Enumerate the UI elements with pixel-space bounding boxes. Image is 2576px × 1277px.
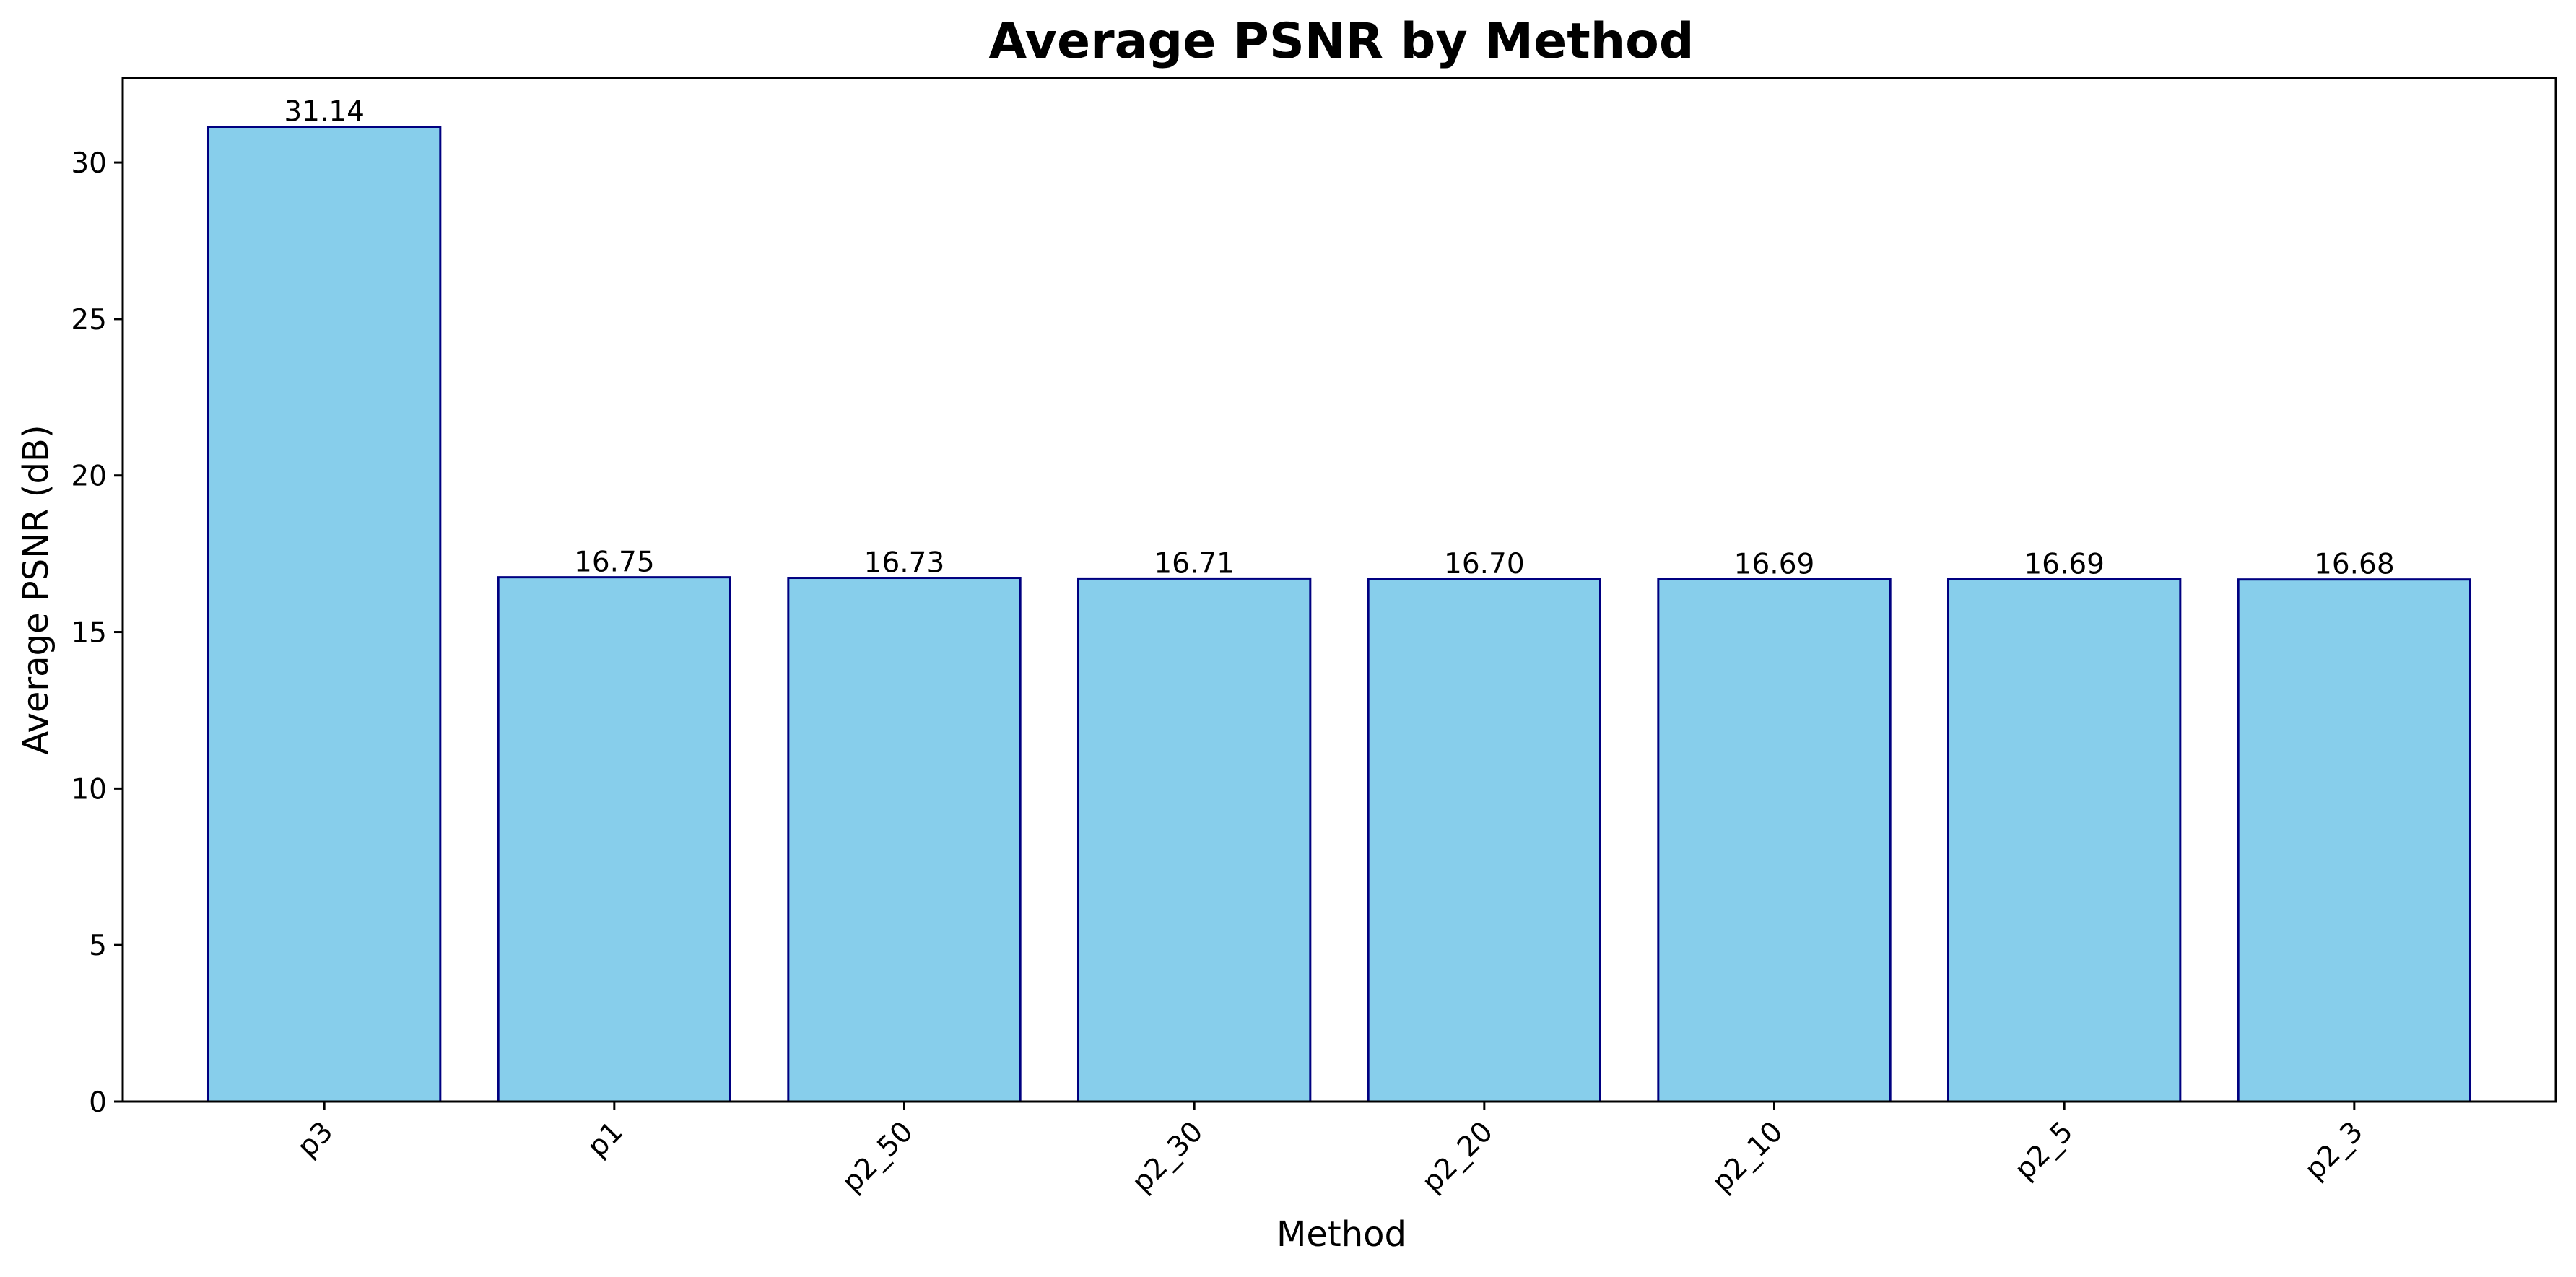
bar-p1: [497, 576, 731, 1103]
y-tick-label-15: 15: [71, 617, 107, 650]
x-tick-label-p2_20: p2_20: [1416, 1115, 1500, 1199]
plot-frame: [121, 77, 2557, 1103]
bar-p2_30: [1076, 577, 1312, 1103]
bar-p2_3: [2237, 578, 2472, 1103]
y-tick-label-30: 30: [71, 147, 107, 180]
value-label-p1: 16.75: [574, 546, 655, 579]
bar-p2_5: [1947, 578, 2182, 1103]
value-label-p2_3: 16.68: [2314, 549, 2395, 581]
x-axis-ticks: p3 p1 p2_50 p2_30 p2_20 p2_10 p2_5 p2_3: [291, 1102, 2370, 1199]
bar-p3: [206, 126, 442, 1103]
value-label-p2_30: 16.71: [1154, 547, 1235, 580]
bar-p2_10: [1657, 578, 1892, 1103]
y-tick-label-10: 10: [71, 773, 107, 806]
y-axis-label: Average PSNR (dB): [16, 424, 56, 754]
y-tick-label-5: 5: [89, 930, 107, 962]
x-axis-label: Method: [1276, 1214, 1406, 1255]
value-label-p2_10: 16.69: [1734, 548, 1815, 580]
value-label-p2_50: 16.73: [864, 547, 945, 580]
chart-title: Average PSNR by Method: [988, 13, 1694, 70]
x-tick-label-p2_3: p2_3: [2299, 1115, 2370, 1186]
y-tick-label-0: 0: [89, 1086, 107, 1119]
bars-layer: [206, 126, 2472, 1103]
value-label-p3: 31.14: [284, 96, 365, 128]
value-label-p2_20: 16.70: [1444, 548, 1525, 580]
bar-p2_50: [787, 577, 1022, 1103]
x-tick-label-p2_10: p2_10: [1706, 1115, 1790, 1199]
value-label-p2_5: 16.69: [2024, 548, 2105, 580]
y-tick-label-20: 20: [71, 461, 107, 493]
x-tick-label-p2_30: p2_30: [1126, 1115, 1209, 1199]
bar-p2_20: [1367, 578, 1602, 1103]
value-labels-layer: 31.14 16.75 16.73 16.71 16.70 16.69 16.69 16.68: [284, 96, 2394, 581]
x-tick-label-p2_50: p2_50: [836, 1115, 920, 1199]
y-axis-ticks: 0 5 10 15 20 25 30: [71, 147, 123, 1119]
x-tick-label-p3: p3: [291, 1115, 339, 1164]
x-tick-label-p1: p1: [581, 1115, 630, 1164]
x-tick-label-p2_5: p2_5: [2009, 1115, 2079, 1186]
y-tick-label-25: 25: [71, 304, 107, 336]
